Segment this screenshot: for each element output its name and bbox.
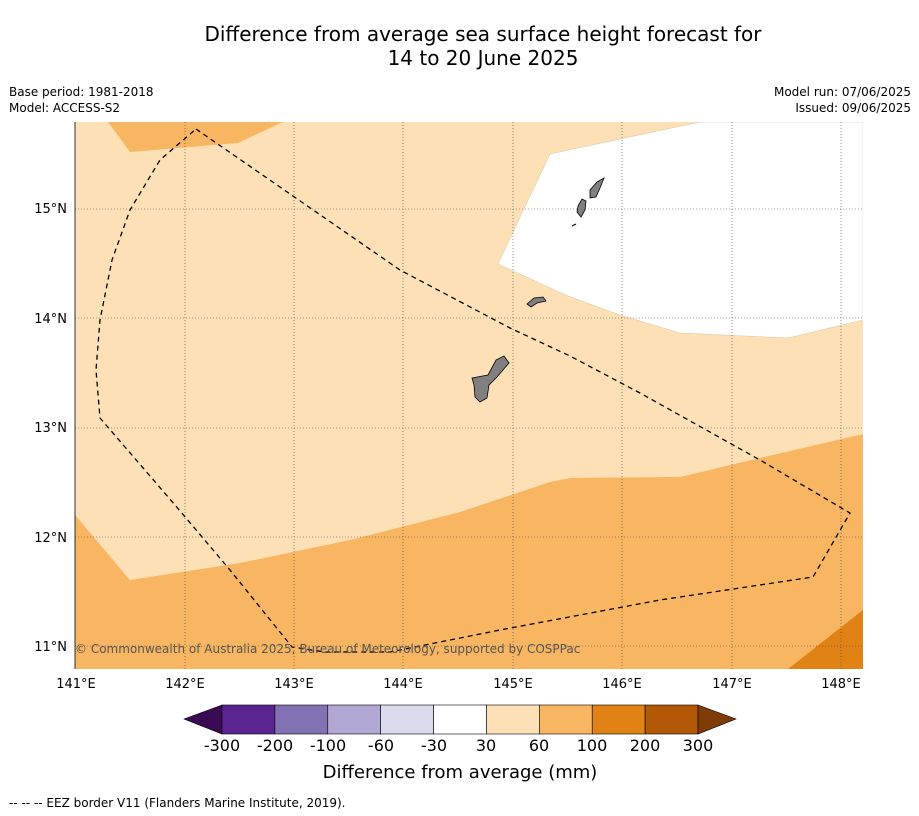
colorbar-tick-5: -30 (421, 736, 447, 755)
colorbar-tick-2: -200 (257, 736, 293, 755)
colorbar-tick-6: 30 (476, 736, 496, 755)
map-plot-area: © Commonwealth of Australia 2025, Bureau… (75, 122, 863, 669)
colorbar (184, 705, 736, 734)
lon-label-143e: 143°E (274, 677, 314, 692)
colorbar-tick-3: -100 (310, 736, 346, 755)
colorbar-tick-4: -60 (368, 736, 394, 755)
colorbar-tick-8: 100 (577, 736, 608, 755)
colorbar-high-extension (698, 705, 736, 734)
copyright-note: © Commonwealth of Australia 2025, Bureau… (75, 642, 580, 656)
colorbar-bin-4 (381, 705, 434, 734)
lat-label-13n: 13°N (34, 421, 67, 436)
lon-label-147e: 147°E (712, 677, 752, 692)
colorbar-bin-9 (645, 705, 698, 734)
lat-label-11n: 11°N (34, 640, 67, 655)
colorbar-bin-5 (434, 705, 487, 734)
lon-label-148e: 148°E (821, 677, 861, 692)
colorbar-tick-7: 60 (529, 736, 549, 755)
colorbar-tick-9: 200 (630, 736, 661, 755)
lat-label-14n: 14°N (34, 312, 67, 327)
colorbar-bin-2 (275, 705, 328, 734)
colorbar-bin-7 (539, 705, 592, 734)
colorbar-bin-8 (592, 705, 645, 734)
colorbar-tick-1: -300 (204, 736, 240, 755)
lon-label-142e: 142°E (165, 677, 205, 692)
lon-label-146e: 146°E (602, 677, 642, 692)
lon-label-141e: 141°E (56, 677, 96, 692)
colorbar-bin-3 (328, 705, 381, 734)
eez-legend-note: -- -- -- EEZ border V11 (Flanders Marine… (9, 796, 346, 810)
colorbar-low-extension (184, 705, 222, 734)
lat-label-12n: 12°N (34, 531, 67, 546)
colorbar-bin-6 (486, 705, 539, 734)
lon-label-145e: 145°E (493, 677, 533, 692)
lon-label-144e: 144°E (383, 677, 423, 692)
colorbar-title: Difference from average (mm) (323, 762, 598, 783)
map-figure: © Commonwealth of Australia 2025, Bureau… (0, 0, 919, 816)
lat-label-15n: 15°N (34, 202, 67, 217)
colorbar-bin-1 (222, 705, 275, 734)
colorbar-tick-10: 300 (683, 736, 714, 755)
